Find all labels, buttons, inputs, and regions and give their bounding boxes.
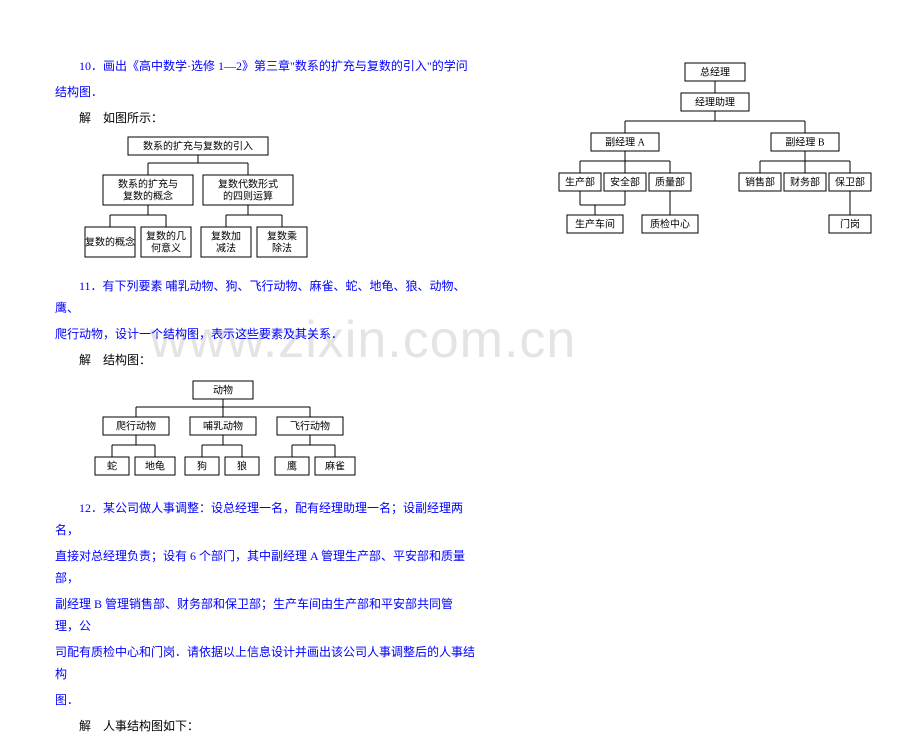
q11-answer-text: 解 结构图： [79,353,151,367]
q12-answer: 解 人事结构图如下： [55,715,475,737]
q12-a1: 生产部 [565,175,595,188]
q10-l2a: 复数的概念 [85,235,135,248]
q12-b1: 销售部 [745,175,775,188]
q10-answer: 解 如图所示： [55,107,475,129]
q12-b2: 财务部 [790,175,820,188]
q10-l1a-1: 数系的扩充与 [118,177,178,190]
q12-c1: 生产车间 [575,217,615,230]
q12-b3: 保卫部 [835,175,865,188]
q12-answer-text: 解 人事结构图如下： [79,719,199,733]
q10-l2c-1: 复数加 [211,229,241,242]
q12-vb: 副经理 B [785,135,824,148]
q12-diagram: 总经理 经理助理 副经理 A 副经理 B 生产部 安全部 [555,61,875,261]
q12-l3: 副经理 B 管理销售部、财务部和保卫部；生产车间由生产部和平安部共同管理，公 [55,593,475,637]
q10-l1b-2: 的四则运算 [223,189,273,202]
q12-l2: 直接对总经理负责；设有 6 个部门，其中副经理 A 管理生产部、平安部和质量部， [55,545,475,589]
q11-b: 哺乳动物 [203,419,243,432]
q10-l2c-2: 减法 [216,241,236,254]
q11-root: 动物 [213,383,233,396]
q10-l2b-1: 复数的几 [146,229,186,242]
q12-a2: 安全部 [610,175,640,188]
q10-text-a: 10．画出《高中数学·选修 1—2》第三章"数系的扩充与复数的引入"的学问 [55,55,475,77]
q10-root: 数系的扩充与复数的引入 [143,139,253,152]
q12-r: 总经理 [700,65,730,78]
q10-l1b-1: 复数代数形式 [218,177,278,190]
q11-c2: 麻雀 [325,459,345,472]
left-column: 10．画出《高中数学·选修 1—2》第三章"数系的扩充与复数的引入"的学问 结构… [55,55,475,741]
q11-diagram: 动物 爬行动物 哺乳动物 飞行动物 蛇 地龟 狗 狼 鹰 麻雀 [83,377,475,487]
q10-answer-text: 解 如图所示： [79,111,163,125]
q11-a1: 蛇 [107,459,117,472]
q12-asst: 经理助理 [695,95,735,108]
q10-diagram: 数系的扩充与复数的引入 数系的扩充与 复数的概念 复数代数形式 的四则运算 复数… [83,135,475,265]
q12-l5: 图． [55,689,475,711]
q12-va: 副经理 A [605,135,645,148]
q12-a3: 质量部 [655,175,685,188]
q12-c3: 门岗 [840,217,860,230]
q11-c1: 鹰 [287,459,297,472]
q10-l2d-2: 除法 [272,241,292,254]
q10-text-b: 结构图． [55,81,475,103]
q11-c: 飞行动物 [290,419,330,432]
right-column: 总经理 经理助理 副经理 A 副经理 B 生产部 安全部 [555,55,875,271]
q12-l1: 12．某公司做人事调整：设总经理一名，配有经理助理一名；设副经理两名， [55,497,475,541]
q12-l4: 司配有质检中心和门岗．请依据以上信息设计并画出该公司人事调整后的人事结构 [55,641,475,685]
q10-l1a-2: 复数的概念 [123,189,173,202]
q10-l2d-1: 复数乘 [267,229,297,242]
q12-c2: 质检中心 [650,217,690,230]
q11-answer: 解 结构图： [55,349,475,371]
q11-a2: 地龟 [145,459,165,472]
q11-b2: 狼 [237,459,247,472]
q11-a: 爬行动物 [116,419,156,432]
q11-text-b: 爬行动物，设计一个结构图，表示这些要素及其关系． [55,323,475,345]
q10-l2b-2: 何意义 [151,241,181,254]
q11-b1: 狗 [197,459,207,472]
q11-text-a: 11．有下列要素 哺乳动物、狗、飞行动物、麻雀、蛇、地龟、狼、动物、鹰、 [55,275,475,319]
